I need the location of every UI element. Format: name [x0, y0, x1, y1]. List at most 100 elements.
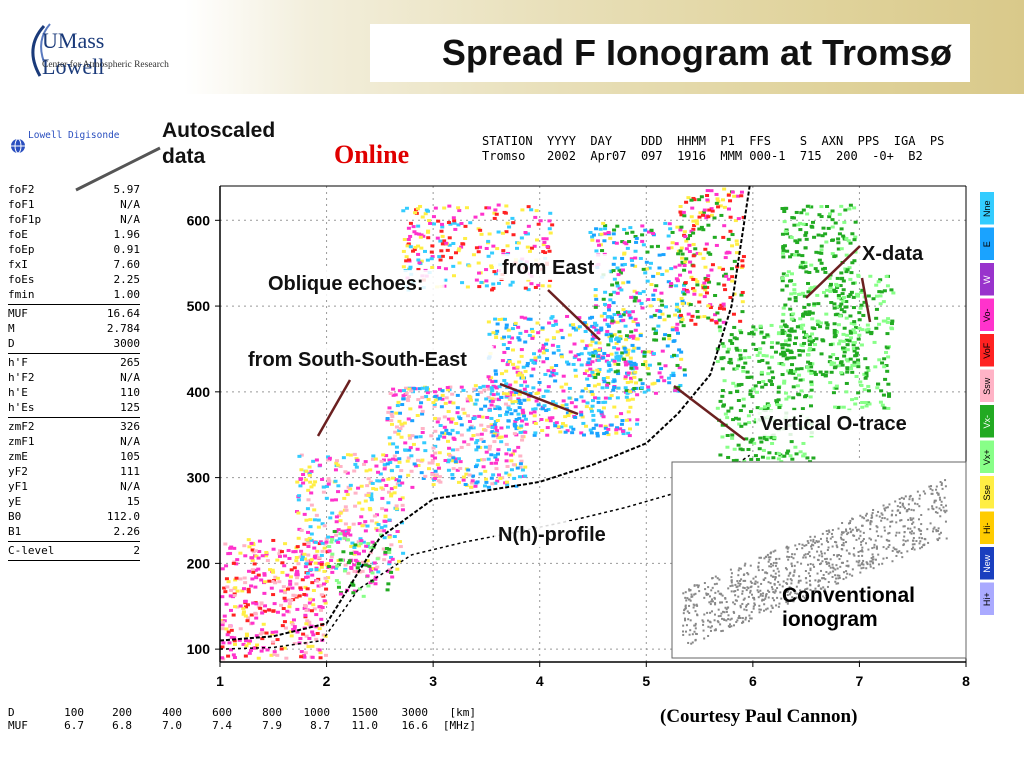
echo-point: [487, 447, 492, 451]
echo-point: [881, 319, 886, 323]
inset-point: [717, 608, 720, 611]
inset-point: [829, 571, 832, 574]
echo-point: [520, 438, 525, 442]
echo-point: [296, 511, 301, 515]
inset-point: [933, 499, 936, 502]
echo-point: [228, 648, 233, 652]
inset-point: [769, 582, 772, 585]
echo-point: [625, 360, 630, 364]
echo-point: [516, 241, 521, 245]
echo-point: [745, 370, 750, 374]
echo-point: [292, 642, 297, 646]
digisonde-label: Lowell Digisonde: [28, 130, 120, 141]
echo-point: [400, 403, 405, 407]
echo-point: [719, 303, 724, 307]
echo-point: [809, 388, 814, 392]
echo-point: [594, 328, 599, 332]
echo-point: [822, 290, 827, 294]
echo-point: [638, 291, 643, 295]
echo-point: [777, 331, 782, 335]
echo-point: [675, 279, 680, 283]
inset-point: [764, 571, 767, 574]
echo-point: [308, 562, 313, 566]
echo-point: [592, 372, 597, 376]
echo-point: [541, 351, 546, 355]
echo-point: [874, 326, 879, 330]
echo-point: [330, 498, 335, 502]
echo-point: [302, 552, 307, 556]
inset-point: [714, 591, 717, 594]
echo-point: [299, 468, 304, 472]
inset-point: [819, 579, 822, 582]
echo-point: [864, 374, 869, 378]
echo-point: [439, 249, 444, 253]
echo-point: [429, 257, 434, 261]
echo-point: [256, 567, 261, 571]
echo-point: [465, 397, 470, 401]
echo-point: [459, 433, 464, 437]
echo-point: [489, 376, 494, 380]
echo-point: [250, 568, 255, 572]
inset-point: [835, 544, 838, 547]
echo-point: [707, 280, 712, 284]
echo-point: [383, 524, 388, 528]
echo-point: [730, 433, 735, 437]
echo-point: [758, 436, 763, 440]
echo-point: [510, 400, 515, 404]
legend-label: E: [982, 241, 992, 247]
echo-point: [875, 386, 880, 390]
echo-point: [839, 308, 844, 312]
echo-point: [603, 426, 608, 430]
inset-point: [875, 514, 878, 517]
echo-point: [314, 568, 319, 572]
echo-point: [473, 465, 478, 469]
echo-point: [751, 332, 756, 336]
param-row: B0 112.0: [8, 509, 140, 524]
inset-point: [827, 572, 830, 575]
echo-point: [717, 266, 722, 270]
echo-point: [659, 299, 664, 303]
inset-point: [685, 599, 688, 602]
echo-point: [402, 237, 407, 241]
echo-point: [487, 332, 492, 336]
echo-point: [238, 627, 243, 631]
echo-point: [579, 431, 584, 435]
echo-point: [599, 410, 604, 414]
echo-point: [424, 395, 429, 399]
echo-point: [628, 427, 633, 431]
echo-point: [691, 254, 696, 258]
echo-point: [365, 524, 370, 528]
echo-point: [471, 253, 476, 257]
echo-point: [866, 389, 871, 393]
inset-point: [810, 545, 813, 548]
inset-point: [905, 510, 908, 513]
echo-point: [311, 483, 316, 487]
echo-point: [688, 303, 693, 307]
inset-point: [814, 587, 817, 590]
echo-point: [352, 569, 357, 573]
echo-point: [746, 414, 751, 418]
vertical-o-trace-line: [219, 185, 751, 642]
inset-point: [757, 561, 760, 564]
annotation-label: from South-South-East: [248, 349, 467, 371]
echo-point: [576, 353, 581, 357]
echo-point: [606, 354, 611, 358]
echo-point: [291, 618, 296, 622]
echo-point: [702, 295, 707, 299]
echo-point: [326, 477, 331, 481]
echo-point: [406, 456, 411, 460]
echo-point: [313, 480, 318, 484]
legend-label: Nne: [982, 200, 992, 217]
echo-point: [591, 354, 596, 358]
echo-point: [782, 323, 787, 327]
echo-point: [386, 569, 391, 573]
echo-point: [612, 359, 617, 363]
echo-point: [479, 390, 484, 394]
echo-point: [717, 318, 722, 322]
echo-point: [421, 476, 426, 480]
echo-point: [350, 541, 355, 545]
echo-point: [296, 536, 301, 540]
inset-point: [791, 565, 794, 568]
echo-point: [845, 268, 850, 272]
echo-point: [590, 337, 595, 341]
